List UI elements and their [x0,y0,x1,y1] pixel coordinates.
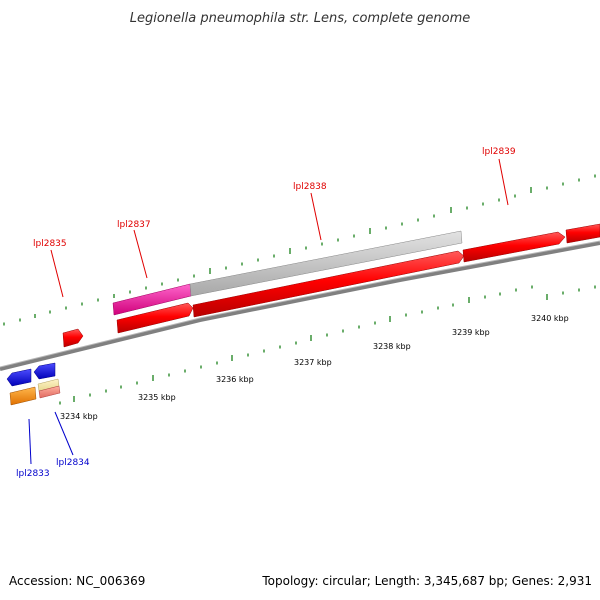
gene-lpl2832-feature [6,368,32,387]
gene-label-lpl2834: lpl2834 [56,458,90,468]
accession-text: Accession: NC_006369 [9,574,145,588]
scale-label-3234: 3234 kbp [60,412,98,421]
gene-lpl2840-feature [462,231,566,263]
gene-lpl2841-feature [565,223,600,244]
gene-label-lpl2839: lpl2839 [482,147,516,157]
genome-backbone [0,241,600,371]
gene-label-lpl2838: lpl2838 [293,182,327,192]
gene-lpl2835-feature [62,328,84,348]
outer-tick-ring [3,174,596,326]
gene-label-lpl2833: lpl2833 [16,469,50,479]
gene-lpl2834-feature [38,385,61,399]
map-title: Legionella pneumophila str. Lens, comple… [130,11,471,26]
gene-lpl2833-feature [9,386,37,406]
scale-label-3239: 3239 kbp [452,328,490,337]
scale-label-3237: 3237 kbp [294,358,332,367]
forward-gene-labels [50,158,509,298]
scale-label-3235: 3235 kbp [138,393,176,402]
forward-strand-genes [112,223,600,334]
scale-label-3236: 3236 kbp [216,375,254,384]
scale-label-3240: 3240 kbp [531,314,569,323]
gene-label-lpl2837: lpl2837 [117,220,151,230]
genome-summary-text: Topology: circular; Length: 3,345,687 bp… [261,574,592,588]
gene-lpl2836-feature [116,302,194,334]
scale-label-3238: 3238 kbp [373,342,411,351]
gene-label-lpl2835: lpl2835 [33,239,67,249]
reverse-gene-labels [28,411,74,465]
gene-lpl2839-feature [192,250,465,318]
scale-labels: 3234 kbp 3235 kbp 3236 kbp 3237 kbp 3238… [60,314,569,421]
gene-lpl2838-feature [189,230,463,297]
gene-lpl2832b-feature [33,362,56,380]
inner-tick-ring [59,285,596,405]
reverse-strand-genes [6,362,61,406]
